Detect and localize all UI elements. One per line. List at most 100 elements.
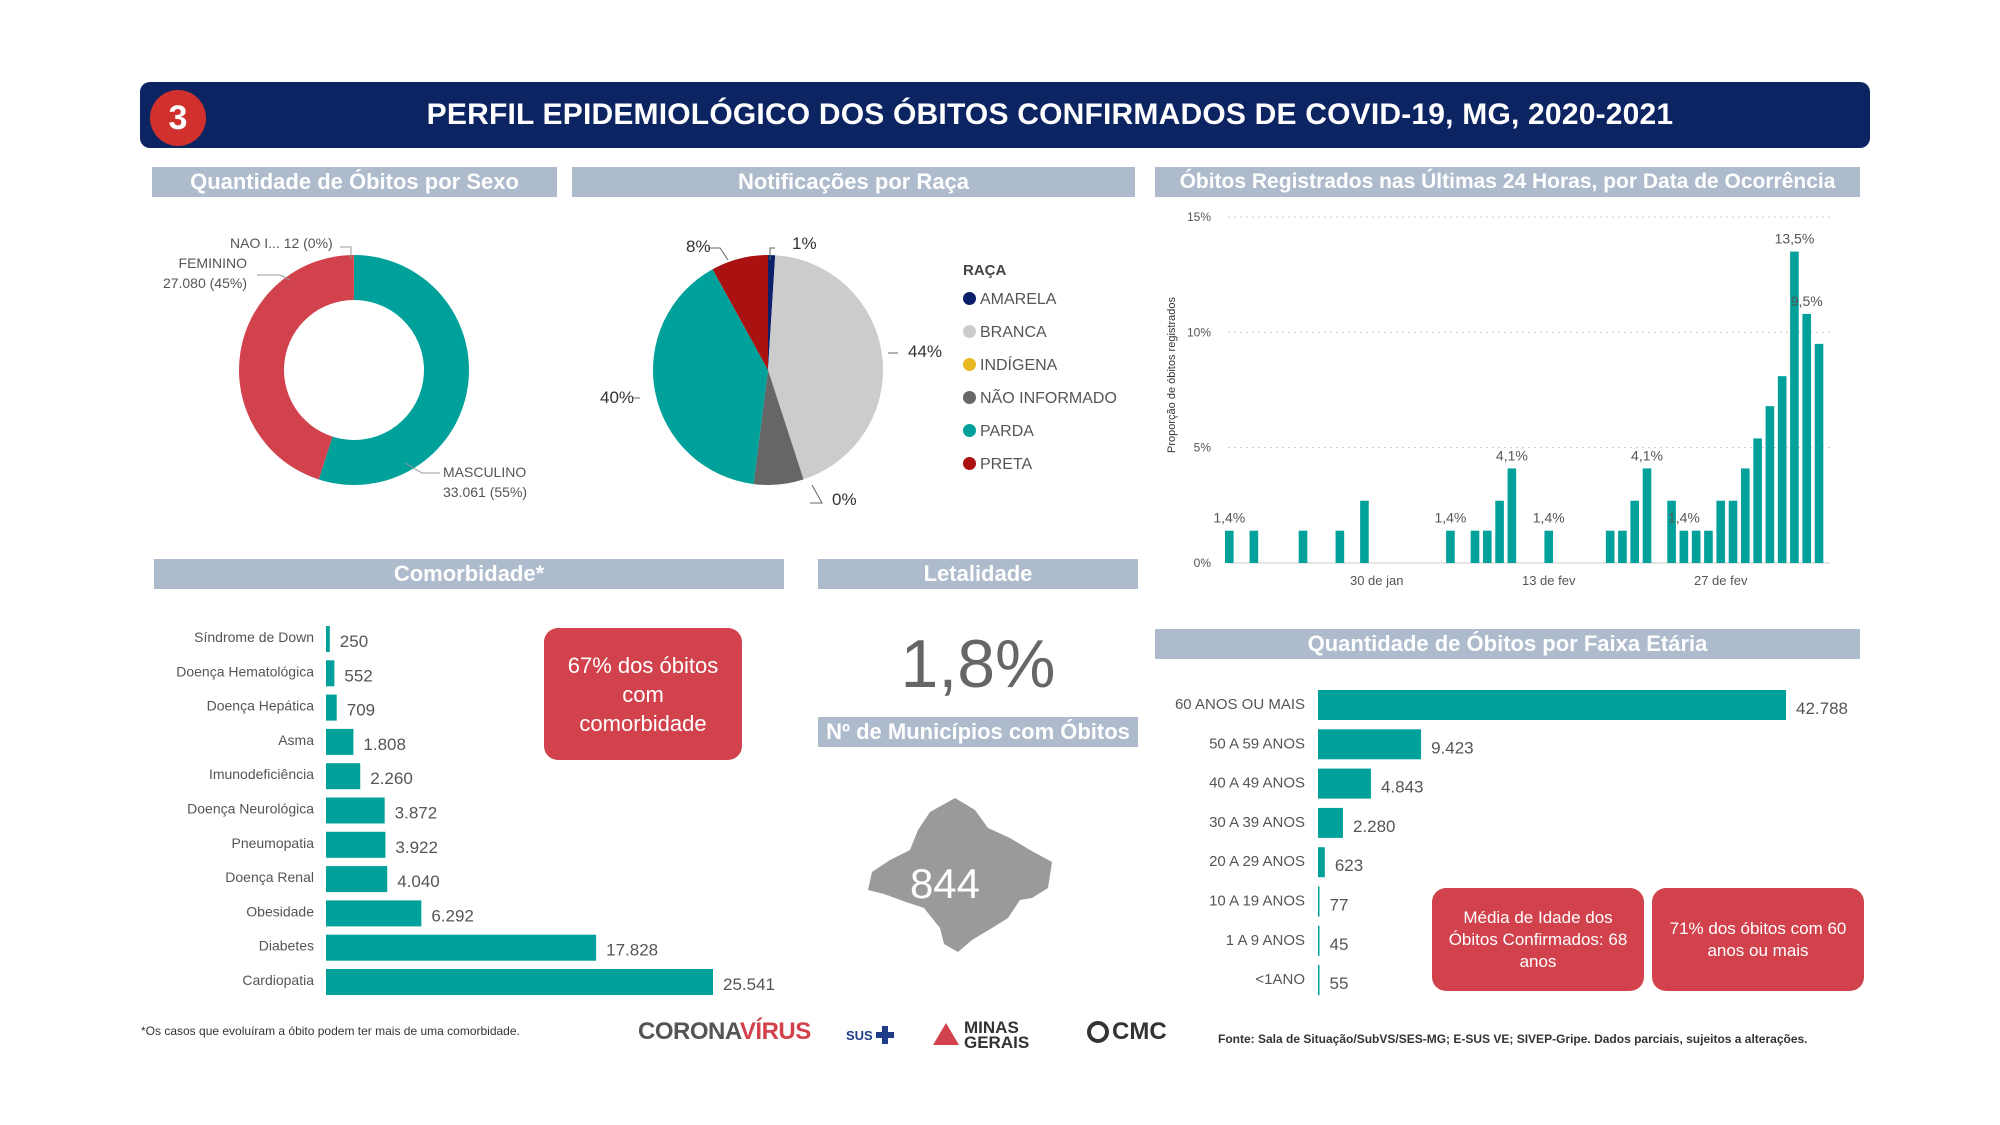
legend-dot-icon: [963, 424, 976, 437]
bar-20: [1470, 530, 1480, 563]
comorbidade-highlight-box: 67% dos óbitos com comorbidade: [544, 628, 742, 760]
bar-36: [1667, 500, 1676, 563]
bar-annotation: 1,4%: [1668, 510, 1700, 526]
header-bar: [140, 82, 1870, 148]
footer-note: *Os casos que evoluíram a óbito podem te…: [141, 1024, 520, 1038]
raca-legend: RAÇA AMARELA BRANCA INDÍGENA NÃO INFORMADO P…: [963, 262, 1117, 481]
value-label: 3.922: [395, 838, 438, 857]
bar-6: [1298, 530, 1308, 563]
donut-slice-feminino: [238, 255, 354, 480]
value-label: 4.843: [1381, 778, 1424, 797]
bar-21: [1483, 530, 1492, 563]
value-label: 3.872: [395, 804, 438, 823]
bar-22: [1495, 500, 1504, 563]
legend-label: BRANCA: [980, 324, 1047, 341]
pie-label-5: 8%: [686, 237, 711, 256]
logo-sus: SUS: [846, 1026, 895, 1044]
value-label: 42.788: [1796, 699, 1848, 718]
faixa-bar-7: [1318, 965, 1320, 996]
logo-corona-text: CORONA: [638, 1018, 740, 1045]
bar-31: [1605, 530, 1615, 563]
ultimas24-bar-chart: Proporção de óbitos registrados 0%5%10%1…: [1166, 210, 1830, 588]
value-label: 55: [1330, 974, 1349, 993]
footer-source: Fonte: Sala de Situação/SubVS/SES-MG; E-…: [1218, 1032, 1808, 1046]
category-label: Doença Hematológica: [176, 663, 314, 679]
category-label: Pneumopatia: [231, 835, 314, 851]
faixa-bar-6: [1318, 925, 1320, 956]
logo-sus-text: SUS: [846, 1028, 873, 1043]
municipios-value: 844: [910, 860, 980, 907]
bar-39: [1704, 530, 1713, 563]
bar-9: [1335, 530, 1345, 563]
value-label: 25.541: [723, 975, 775, 994]
title-comorbidade: Comorbidade*: [154, 559, 784, 589]
value-label: 77: [1330, 896, 1349, 915]
legend-label: NÃO INFORMADO: [980, 390, 1117, 407]
category-label: Doença Neurológica: [187, 801, 314, 817]
bar-41: [1728, 500, 1738, 563]
bar-46: [1790, 251, 1799, 563]
comorbidade-bar-1: [326, 660, 335, 687]
raca-labels: 1% 44% 0% 40% 8%: [600, 234, 942, 509]
legend-dot-icon: [963, 358, 976, 371]
bar-48: [1814, 343, 1824, 563]
value-label: 623: [1335, 856, 1363, 875]
pie-slice-3: [753, 370, 804, 485]
pie-label-2: 0%: [832, 490, 857, 509]
age-label: 10 A 19 ANOS: [1209, 893, 1305, 910]
y-tick-label: 15%: [1187, 210, 1211, 224]
bar-annotation: 4,1%: [1631, 447, 1663, 463]
legend-label: PRETA: [980, 456, 1033, 473]
pie-slice-5: [712, 255, 768, 370]
legend-item: NÃO INFORMADO: [963, 382, 1117, 415]
age-label: 60 ANOS OU MAIS: [1175, 696, 1305, 713]
sessenta-anos-box: 71% dos óbitos com 60 anos ou mais: [1652, 888, 1864, 991]
legend-item: BRANCA: [963, 316, 1117, 349]
bar-26: [1544, 530, 1554, 563]
title-faixa: Quantidade de Óbitos por Faixa Etária: [1155, 629, 1860, 659]
logo-gerais-text: GERAIS: [964, 1033, 1030, 1052]
bars: [1225, 251, 1824, 563]
pie-leader-5: [708, 247, 729, 261]
logo-virus-text: VÍRUS: [739, 1018, 811, 1045]
comorbidade-bar-4: [326, 763, 361, 790]
bar-47: [1802, 313, 1812, 563]
pie-slice-0: [768, 255, 776, 370]
comorbidade-bar-10: [326, 969, 713, 995]
bar-43: [1753, 438, 1762, 563]
minas-triangle-icon: [933, 1023, 959, 1045]
age-label: 50 A 59 ANOS: [1209, 735, 1305, 752]
legend-dot-icon: [963, 391, 976, 404]
cmc-ring-icon: [1087, 1021, 1109, 1043]
legend-label: AMARELA: [980, 291, 1057, 308]
age-label: 40 A 49 ANOS: [1209, 775, 1305, 792]
comorbidade-bar-0: [326, 626, 330, 652]
title-raca: Notificações por Raça: [572, 167, 1135, 197]
label-naoi: NAO I... 12 (0%): [230, 235, 333, 251]
title-letalidade: Letalidade: [818, 559, 1138, 589]
logo-minas-text: MINAS: [964, 1018, 1019, 1037]
bar-33: [1630, 500, 1640, 563]
value-label: 709: [347, 701, 375, 720]
donut-slice-masculino: [318, 255, 469, 485]
bar-45: [1777, 376, 1787, 563]
faixa-bar-4: [1318, 847, 1325, 878]
letalidade-value: 1,8%: [900, 626, 1056, 702]
pie-label-4: 40%: [600, 388, 634, 407]
comorbidade-bar-9: [326, 934, 597, 961]
age-label: <1ANO: [1255, 971, 1305, 988]
legend-label: INDÍGENA: [980, 357, 1058, 374]
category-label: Cardiopatia: [242, 972, 314, 988]
raca-pie-chart: 1% 44% 0% 40% 8%: [600, 234, 942, 509]
leader-line-naoi: [340, 246, 352, 259]
bar-42: [1741, 468, 1750, 563]
faixa-bar-3: [1318, 807, 1343, 838]
faixa-bar-chart: 60 ANOS OU MAIS 42.788 50 A 59 ANOS 9.423 40…: [1175, 690, 1848, 996]
legend-item: PARDA: [963, 415, 1117, 448]
bar-18: [1446, 530, 1455, 563]
logo-coronavirus: CORONAVÍRUS: [638, 1018, 811, 1046]
comorbidade-bar-chart: Síndrome de Down 250 Doença Hematológica 55…: [176, 626, 775, 995]
age-label: 30 A 39 ANOS: [1209, 814, 1305, 831]
title-sexo: Quantidade de Óbitos por Sexo: [152, 167, 557, 197]
x-ticks: 30 de jan 13 de fev 27 de fev: [1350, 573, 1748, 588]
